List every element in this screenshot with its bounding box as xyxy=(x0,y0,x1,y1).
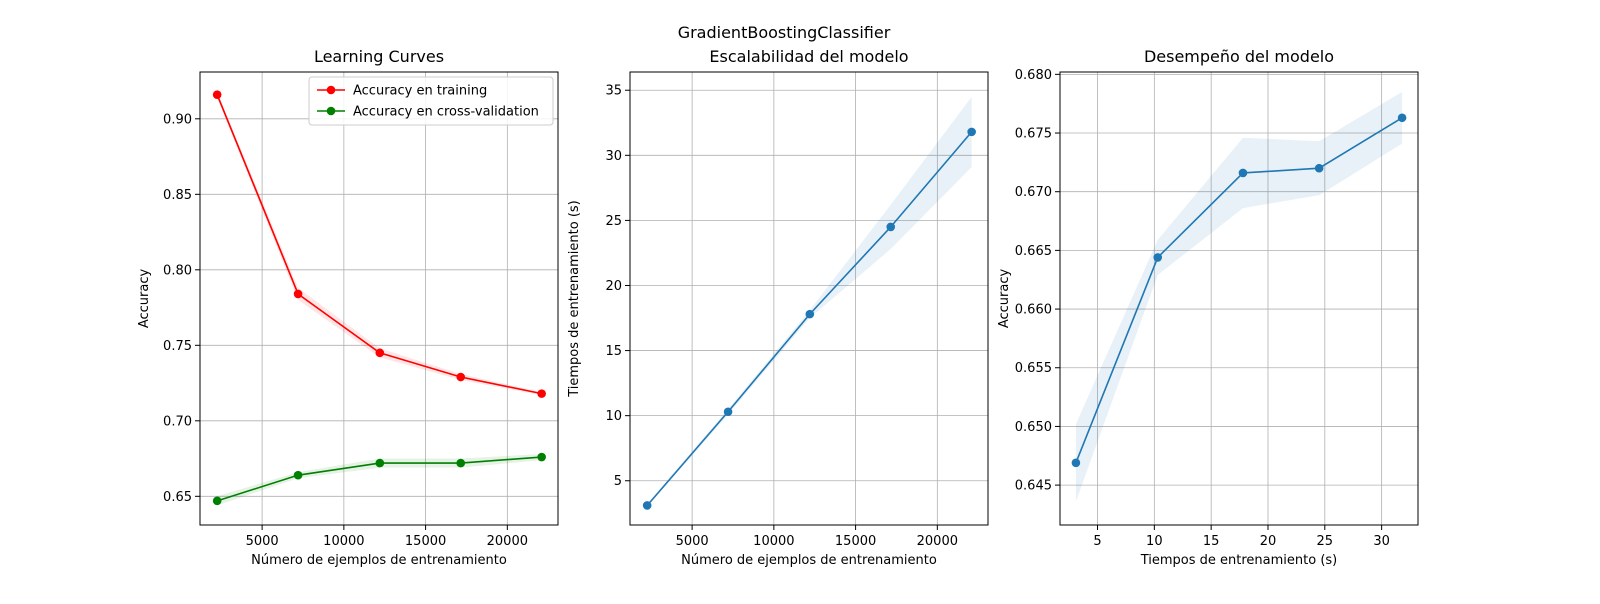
data-point xyxy=(212,90,222,99)
data-point xyxy=(642,501,652,510)
x-tick-label: 30 xyxy=(1373,534,1390,549)
legend-marker xyxy=(326,106,336,116)
y-tick-label: 0.70 xyxy=(163,414,192,429)
x-axis-label: Número de ejemplos de entrenamiento xyxy=(681,553,937,568)
y-tick-label: 0.655 xyxy=(1015,361,1052,376)
y-tick-label: 0.650 xyxy=(1015,420,1052,435)
x-axis-label: Número de ejemplos de entrenamiento xyxy=(251,553,507,568)
data-point xyxy=(375,458,385,468)
x-tick-label: 10 xyxy=(1146,534,1163,549)
data-point xyxy=(1153,253,1163,262)
x-tick-label: 20000 xyxy=(487,534,528,549)
y-tick-label: 0.670 xyxy=(1015,185,1052,200)
chart-panel-1: 5000 10000 15000 20000 0.65 0.70 0.75 0.80 0.85 0… xyxy=(137,47,559,568)
legend: Accuracy en training Accuracy en cross-va… xyxy=(308,76,554,126)
axes-frame xyxy=(629,71,989,526)
legend-box xyxy=(308,76,554,126)
x-tick-label: 15000 xyxy=(405,534,446,549)
data-point xyxy=(212,496,222,506)
axes-frame xyxy=(199,71,559,526)
y-axis-label: Tiempos de entrenamiento (s) xyxy=(567,200,582,398)
data-point xyxy=(537,452,546,462)
chart-panel-3: 5 10 15 20 25 30 0.645 0.650 0.655 0.660 0.665 0.67… xyxy=(997,47,1419,568)
chart-panel-2: 5000 10000 15000 20000 5 10 15 20 25 30 35 Escalabi… xyxy=(567,47,989,568)
y-tick-label: 10 xyxy=(605,409,622,424)
axes-frame xyxy=(1059,71,1419,526)
y-tick-label: 30 xyxy=(605,149,622,164)
y-tick-label: 5 xyxy=(614,474,622,489)
figure-suptitle: GradientBoostingClassifier xyxy=(678,23,891,42)
x-tick-label: 25 xyxy=(1317,534,1334,549)
y-tick-label: 0.80 xyxy=(163,263,192,278)
chart-title: Learning Curves xyxy=(314,47,444,66)
x-tick-label: 10000 xyxy=(323,534,364,549)
data-point xyxy=(456,372,466,382)
data-point xyxy=(1314,163,1324,173)
y-tick-label: 25 xyxy=(605,214,622,229)
legend-marker xyxy=(326,85,336,95)
data-point xyxy=(375,348,385,358)
y-tick-label: 0.65 xyxy=(163,490,192,505)
data-point xyxy=(537,389,546,398)
data-point xyxy=(293,470,303,480)
x-tick-label: 10000 xyxy=(753,534,794,549)
x-tick-label: 20000 xyxy=(917,534,958,549)
data-point xyxy=(1071,458,1081,468)
confidence-band xyxy=(647,96,972,507)
y-tick-label: 0.85 xyxy=(163,188,192,203)
y-tick-label: 0.680 xyxy=(1015,68,1052,83)
y-tick-label: 0.675 xyxy=(1015,127,1052,142)
y-tick-label: 0.660 xyxy=(1015,303,1052,318)
data-point xyxy=(456,458,466,468)
y-axis-label: Accuracy xyxy=(997,269,1012,329)
x-tick-label: 15 xyxy=(1203,534,1220,549)
legend-label: Accuracy en cross-validation xyxy=(353,105,539,120)
x-tick-label: 5 xyxy=(1093,534,1101,549)
data-point xyxy=(886,222,896,232)
data-point xyxy=(293,289,303,299)
y-tick-label: 35 xyxy=(605,84,622,99)
data-point xyxy=(723,407,733,417)
y-tick-label: 0.665 xyxy=(1015,244,1052,259)
y-axis-label: Accuracy xyxy=(137,269,152,329)
x-tick-label: 15000 xyxy=(835,534,876,549)
y-tick-label: 0.90 xyxy=(163,112,192,127)
data-point xyxy=(967,127,976,137)
x-tick-label: 20 xyxy=(1260,534,1277,549)
chart-title: Desempeño del modelo xyxy=(1144,47,1334,66)
x-tick-label: 5000 xyxy=(676,534,709,549)
data-point xyxy=(1397,113,1407,123)
confidence-band xyxy=(1075,91,1403,502)
data-point xyxy=(1238,168,1248,178)
y-tick-label: 15 xyxy=(605,344,622,359)
y-tick-label: 20 xyxy=(605,279,622,294)
x-tick-label: 5000 xyxy=(246,534,279,549)
legend-label: Accuracy en training xyxy=(353,84,487,99)
y-tick-label: 0.645 xyxy=(1015,479,1052,494)
data-point xyxy=(805,309,815,319)
chart-title: Escalabilidad del modelo xyxy=(709,47,908,66)
series-line xyxy=(646,131,973,506)
x-axis-label: Tiempos de entrenamiento (s) xyxy=(1140,553,1338,568)
y-tick-label: 0.75 xyxy=(163,339,192,354)
